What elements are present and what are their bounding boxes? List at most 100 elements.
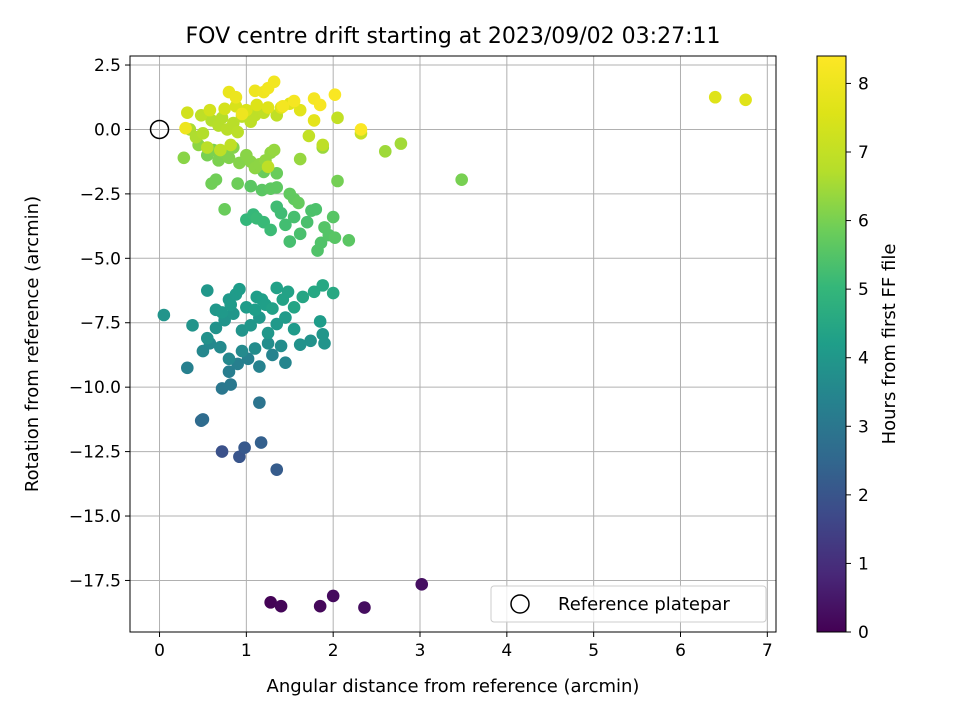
data-point (264, 223, 277, 237)
colorbar-tick-label: 0 (858, 623, 869, 643)
data-point (708, 90, 722, 104)
data-point (316, 328, 330, 341)
plot-frame (129, 55, 777, 633)
data-point (261, 337, 275, 350)
data-point (293, 227, 307, 241)
legend-box (490, 585, 767, 623)
data-point (224, 138, 238, 152)
data-point (235, 107, 249, 121)
data-point (200, 331, 214, 345)
data-point (266, 348, 279, 362)
x-tick-label: 4 (501, 641, 512, 661)
data-point (394, 137, 408, 150)
x-tick-label: 1 (241, 641, 252, 661)
data-point (200, 141, 214, 154)
y-tick-label: −10.0 (69, 378, 121, 398)
grid-lines (130, 56, 776, 632)
data-point (253, 360, 266, 373)
data-point (215, 306, 229, 319)
x-tick-label: 6 (675, 641, 686, 661)
colorbar-tick-label: 2 (858, 486, 869, 506)
y-tick-label: 0.0 (94, 120, 121, 140)
reference-marker (149, 119, 170, 140)
data-point (296, 290, 310, 304)
x-tick-label: 5 (588, 641, 599, 661)
data-point (222, 151, 236, 165)
colorbar-tick-label: 5 (858, 280, 869, 300)
data-point (302, 129, 316, 143)
y-tick-label: −12.5 (69, 443, 121, 463)
data-point (314, 236, 328, 250)
data-point (238, 441, 251, 455)
colorbar-ticks: 0 1 2 3 4 5 6 7 8 (846, 74, 869, 643)
colorbar-tick-label: 1 (858, 554, 869, 574)
y-tick-label: −17.5 (69, 571, 121, 591)
data-point (287, 210, 301, 224)
data-point (209, 173, 223, 187)
colorbar: 0 1 2 3 4 5 6 7 8 Hours from first FF file (816, 55, 900, 643)
data-point (253, 396, 266, 409)
data-point (196, 413, 210, 426)
data-point (307, 114, 321, 127)
data-point (244, 319, 257, 332)
data-point (307, 285, 321, 299)
data-point (293, 338, 307, 351)
data-point (218, 203, 231, 216)
data-point (274, 206, 288, 220)
data-point (326, 589, 340, 603)
data-point (739, 93, 752, 107)
legend: Reference platepar (490, 585, 767, 623)
data-point (214, 340, 227, 354)
x-axis-ticks: 0 1 2 3 4 5 6 7 (154, 632, 773, 661)
data-point (328, 88, 342, 101)
data-point (279, 356, 292, 369)
x-tick-label: 3 (415, 641, 426, 661)
data-point (279, 311, 292, 324)
data-point (266, 302, 279, 315)
data-point (326, 286, 340, 300)
data-point (200, 284, 214, 297)
colorbar-tick-label: 7 (858, 143, 869, 163)
data-point (250, 98, 264, 112)
data-point (316, 138, 330, 152)
data-point (231, 177, 244, 190)
data-point (313, 315, 327, 328)
data-point (283, 235, 297, 248)
y-tick-label: −7.5 (80, 314, 121, 334)
data-point (222, 365, 236, 379)
data-point (267, 143, 281, 157)
data-point (235, 344, 249, 358)
data-point (292, 196, 305, 210)
data-point (309, 203, 323, 216)
data-point (328, 231, 342, 244)
y-tick-label: −2.5 (80, 185, 121, 205)
colorbar-bar (816, 55, 847, 633)
legend-label: Reference platepar (558, 594, 730, 615)
colorbar-tick-label: 8 (858, 74, 869, 94)
data-point (270, 463, 284, 476)
data-point (214, 143, 227, 157)
data-point (248, 342, 262, 355)
data-point (276, 99, 290, 113)
data-point (261, 326, 275, 340)
data-point (378, 145, 392, 158)
data-point (270, 181, 284, 194)
data-point (287, 94, 301, 108)
data-point (229, 90, 243, 104)
data-point (186, 319, 199, 332)
colorbar-tick-label: 6 (858, 212, 869, 232)
data-point (196, 127, 210, 140)
data-point (331, 174, 344, 188)
data-point (181, 361, 194, 375)
data-point (203, 103, 217, 117)
data-point (415, 578, 429, 591)
data-point (316, 279, 330, 292)
x-tick-label: 0 (154, 641, 165, 661)
data-point (270, 317, 284, 331)
data-point (177, 151, 191, 165)
x-tick-label: 2 (328, 641, 339, 661)
data-point (267, 75, 281, 89)
x-tick-label: 7 (762, 641, 773, 661)
data-point (270, 166, 284, 180)
